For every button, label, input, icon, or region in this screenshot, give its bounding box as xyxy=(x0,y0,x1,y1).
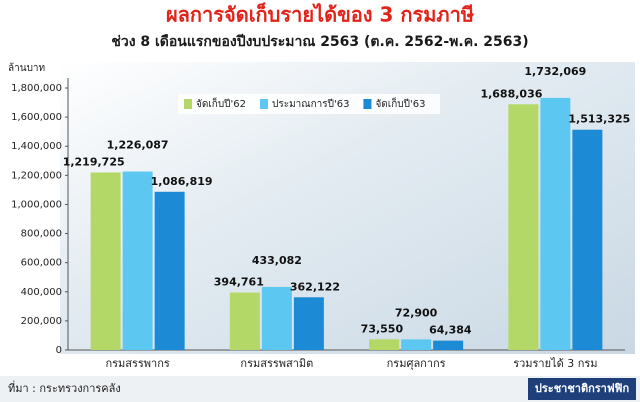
y-tick-label: 1,000,000 xyxy=(11,199,62,210)
x-tick-label: กรมสรรพากร xyxy=(105,357,169,370)
y-tick-label: 1,800,000 xyxy=(11,83,62,94)
y-tick-label: 1,200,000 xyxy=(11,170,62,181)
legend-swatch xyxy=(260,99,268,109)
legend-label: ประมาณการปี'63 xyxy=(272,98,349,110)
y-axis-label: ล้านบาท xyxy=(8,62,45,74)
credit-box xyxy=(528,378,636,400)
credit: ประชาชาติกราฟฟิก xyxy=(535,382,630,395)
x-tick-label: กรมศุลกากร xyxy=(387,357,446,370)
value-label: 362,122 xyxy=(290,280,340,293)
value-label: 64,384 xyxy=(429,324,472,337)
y-tick-label: 800,000 xyxy=(21,229,62,240)
value-label: 1,513,325 xyxy=(568,113,630,126)
x-tick-label: รวมรายได้ 3 กรม xyxy=(513,357,597,370)
value-label: 72,900 xyxy=(395,306,438,319)
y-tick-label: 200,000 xyxy=(21,316,62,327)
value-label: 1,732,069 xyxy=(524,65,586,78)
legend-label: จัดเก็บปี'63 xyxy=(375,96,425,110)
value-label: 1,226,087 xyxy=(107,139,169,152)
bar xyxy=(90,172,121,350)
y-tick-label: 400,000 xyxy=(21,287,62,298)
bar xyxy=(229,292,260,350)
bar xyxy=(293,297,324,350)
bar xyxy=(508,104,539,350)
value-label: 1,688,036 xyxy=(480,87,542,100)
bar xyxy=(401,339,432,350)
y-tick-label: 1,600,000 xyxy=(11,112,62,123)
value-label: 433,082 xyxy=(252,254,302,267)
legend-label: จัดเก็บปี'62 xyxy=(196,96,246,110)
value-label: 1,086,819 xyxy=(151,175,213,188)
legend-swatch xyxy=(184,99,192,109)
legend-swatch xyxy=(363,99,372,109)
value-label: 73,550 xyxy=(361,322,404,335)
value-label: 394,761 xyxy=(214,276,264,289)
bar xyxy=(369,339,400,350)
x-tick-label: กรมสรรพสามิต xyxy=(240,357,313,370)
bar xyxy=(261,286,292,350)
chart-title: ผลการจัดเก็บรายได้ของ 3 กรมภาษี xyxy=(166,2,474,27)
legend-box xyxy=(178,94,440,114)
y-tick-label: 0 xyxy=(56,345,62,356)
bar xyxy=(122,171,153,350)
bar xyxy=(154,191,185,350)
source: ที่มา : กระทรวงการคลัง xyxy=(8,380,121,395)
value-label: 1,219,725 xyxy=(63,155,125,168)
bar xyxy=(572,129,603,350)
chart-subtitle: ช่วง 8 เดือนแรกของปีงบประมาณ 2563 (ต.ค. … xyxy=(111,34,528,50)
y-tick-label: 600,000 xyxy=(21,258,62,269)
bar xyxy=(433,340,464,350)
bar xyxy=(540,97,571,351)
y-tick-label: 1,400,000 xyxy=(11,141,62,152)
